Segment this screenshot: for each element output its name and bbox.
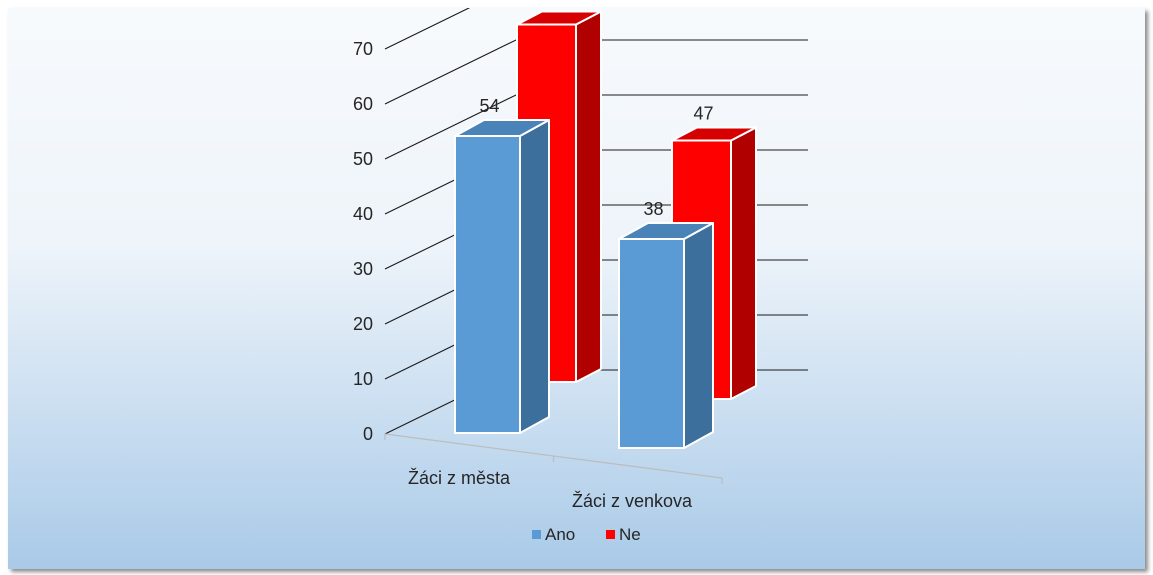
category-label: Žáci z venkova (572, 491, 693, 511)
bar-side-face (575, 10, 602, 383)
data-label: 47 (693, 104, 713, 124)
y-tick-label: 60 (353, 94, 373, 114)
axes: 0 10 20 30 40 50 60 70 Žáci z města Žáci z venkov… (353, 39, 723, 511)
bar-front-face (454, 135, 521, 434)
legend-item-ano: Ano (532, 525, 575, 544)
chart-frame: 0 10 20 30 40 50 60 70 Žáci z města Žáci z venkov… (8, 8, 1145, 569)
legend: Ano Ne (532, 525, 641, 544)
y-tick-label: 30 (353, 259, 373, 279)
chart-svg: 0 10 20 30 40 50 60 70 Žáci z města Žáci z venkov… (8, 8, 1145, 569)
bar-ano-2 (618, 222, 714, 449)
y-tick-label: 0 (363, 424, 373, 444)
bar-side-face (683, 222, 714, 449)
data-label: 38 (643, 199, 663, 219)
data-label: 54 (479, 96, 499, 116)
category-label: Žáci z města (408, 468, 511, 488)
y-tick-label: 70 (353, 39, 373, 59)
legend-swatch (606, 530, 615, 539)
gridline (384, 8, 471, 50)
legend-swatch (532, 530, 541, 539)
bar-side-face (519, 119, 550, 434)
legend-item-ne: Ne (606, 525, 641, 544)
data-labels: 65475438 (479, 96, 713, 219)
y-tick-label: 40 (353, 204, 373, 224)
y-tick-label: 20 (353, 314, 373, 334)
bars (454, 10, 757, 449)
bar-side-face (730, 126, 757, 400)
bar-ano-1 (454, 119, 550, 434)
legend-label: Ne (619, 525, 641, 544)
bar-front-face (618, 238, 685, 449)
y-tick-label: 10 (353, 369, 373, 389)
y-tick-label: 50 (353, 149, 373, 169)
legend-label: Ano (545, 525, 575, 544)
